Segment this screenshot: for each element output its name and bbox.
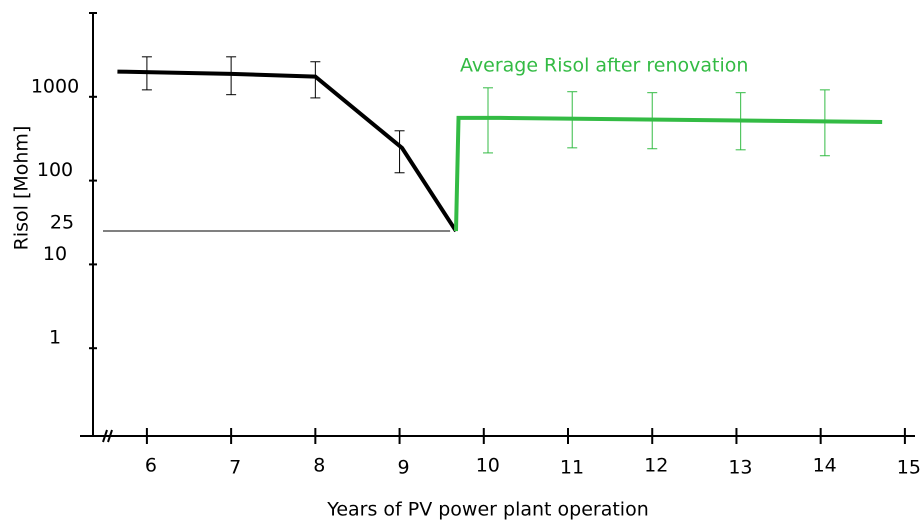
- x-tick-label: 9: [398, 457, 410, 479]
- x-tick-label: 15: [897, 457, 921, 479]
- y-tick-label: 1000: [31, 75, 79, 97]
- y-tick-label: 100: [37, 159, 73, 181]
- y-axis-label: Risol [Mohm]: [11, 126, 33, 251]
- x-tick-label: 12: [644, 455, 668, 477]
- x-tick-label: 7: [229, 457, 241, 479]
- axis-break: [107, 429, 113, 443]
- x-tick-label: 8: [313, 455, 325, 477]
- line: [453, 115, 883, 232]
- x-tick-label: 14: [813, 455, 837, 477]
- x-tick-label: 6: [145, 455, 157, 477]
- x-tick-label: 13: [728, 457, 752, 479]
- x-axis-label: Years of PV power plant operation: [326, 499, 649, 521]
- y-tick-label: 1: [49, 327, 61, 349]
- axis-break: [102, 429, 108, 443]
- y-tick-label: 10: [43, 243, 67, 265]
- y-tick-label: 25: [50, 212, 74, 234]
- line: [117, 69, 458, 233]
- x-tick-label: 10: [476, 455, 500, 477]
- annotation: Average Risol after renovation: [460, 55, 748, 77]
- x-tick-label: 11: [560, 457, 584, 479]
